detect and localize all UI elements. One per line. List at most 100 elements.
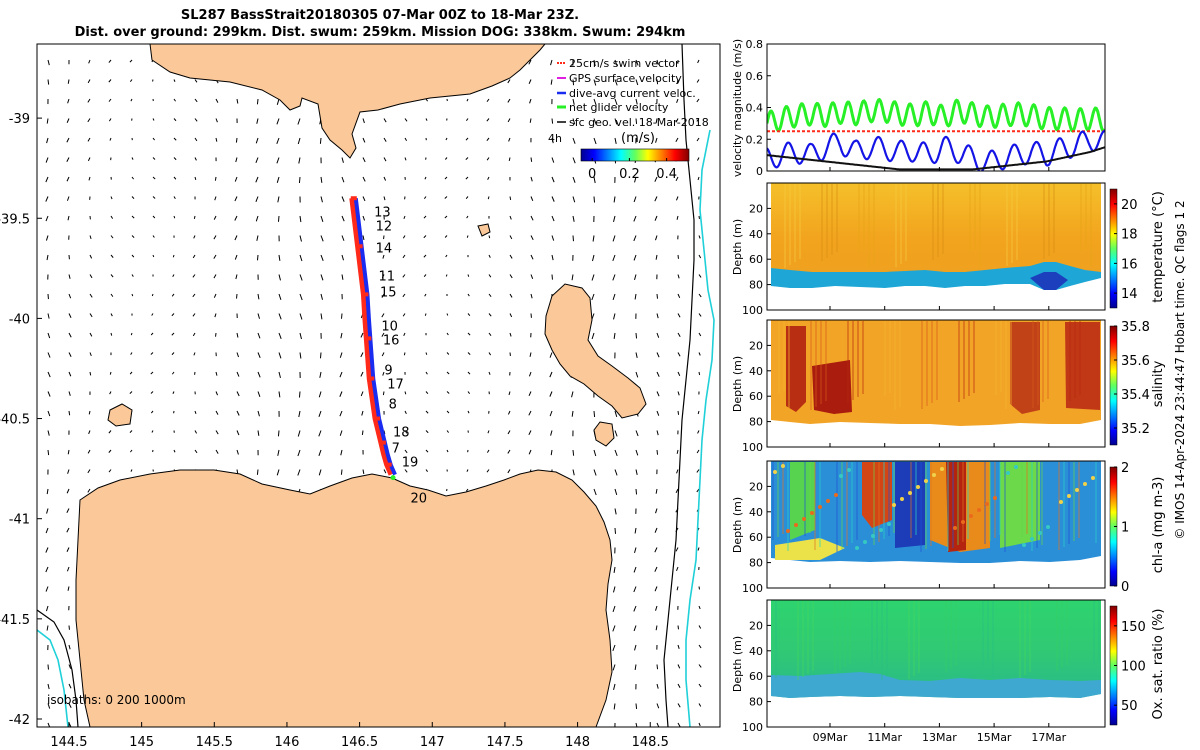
- colorbar-tick-label: 1: [1121, 521, 1129, 536]
- velocity-arrow: [530, 215, 534, 221]
- time-tick-label: 09Mar: [813, 731, 848, 744]
- velocity-arrow: [47, 430, 50, 436]
- velocity-arrow: [318, 449, 322, 456]
- velocity-arrow: [446, 352, 450, 355]
- velocity-arrow: [320, 313, 323, 320]
- velocity-arrow: [425, 391, 429, 395]
- map-x-tick-label: 144.5: [50, 735, 87, 750]
- velocity-arrow: [425, 118, 428, 121]
- velocity-arrow: [425, 98, 429, 102]
- velocity-arrow: [215, 430, 219, 435]
- velocity-arrow: [488, 293, 492, 297]
- chla-sample-dot: [1059, 500, 1063, 504]
- velocity-arrow: [508, 391, 511, 396]
- chla-sample-dot: [839, 474, 843, 478]
- chla-sample-dot: [1030, 537, 1034, 541]
- legend-dive-avg: dive-avg current veloc.: [569, 87, 696, 100]
- map-y-tick-label: -39.5: [0, 212, 30, 227]
- velocity-arrow: [152, 118, 155, 121]
- velocity-arrow: [613, 313, 616, 320]
- velocity-arrow: [151, 430, 154, 433]
- velocity-arrow: [213, 215, 217, 220]
- velocity-arrow: [507, 410, 511, 415]
- velocity-arrow: [213, 274, 217, 279]
- velocity-arrow: [656, 293, 659, 299]
- velocity-arrow: [278, 371, 281, 378]
- colorbar-tick-label: 14: [1121, 287, 1138, 302]
- velocity-arrow: [110, 332, 113, 336]
- track-blue-segment: [353, 197, 397, 476]
- velocity-arrow: [173, 157, 177, 161]
- track-marker: [368, 376, 375, 381]
- velocity-arrow: [675, 196, 679, 201]
- velocity-arrow: [446, 371, 450, 375]
- velocity-arrow: [68, 664, 72, 669]
- velocity-arrow: [613, 196, 616, 203]
- velocity-arrow: [572, 215, 575, 222]
- velocity-arrow: [277, 430, 280, 437]
- velocity-arrow: [612, 293, 616, 301]
- velocity-arrow: [425, 371, 428, 375]
- velocity-arrow: [507, 79, 511, 84]
- velocity-arrow: [572, 137, 576, 144]
- velocity-arrow: [467, 332, 471, 336]
- oxygen-bottom-layer: [771, 672, 1101, 698]
- velocity-arrow: [655, 508, 658, 514]
- velocity-arrow: [698, 722, 701, 727]
- chla-sample-dot: [1075, 488, 1079, 492]
- velocity-arrow: [257, 332, 261, 339]
- velocity-arrow: [698, 605, 701, 610]
- depth-tick-label: 80: [749, 696, 763, 709]
- velocity-arrow: [467, 352, 471, 356]
- velocity-arrow: [633, 625, 637, 632]
- velocity-panel: 0 0.2 0.4 0.6 0.8 velocity magnitude (m/s): [731, 38, 1106, 178]
- chart-title-line1: SL287 BassStrait20180305 07-Mar 00Z to 1…: [180, 8, 580, 23]
- day-label: 16: [383, 333, 400, 348]
- colorbar-tick-label: 35.8: [1121, 320, 1150, 335]
- velocity-arrow: [45, 527, 49, 534]
- velocity-arrow: [173, 176, 177, 180]
- velocity-arrow: [234, 176, 238, 182]
- velocity-arrow: [276, 469, 280, 476]
- velocity-arrow: [192, 293, 196, 298]
- velocity-arrow: [404, 449, 408, 454]
- velocity-arrow: [549, 371, 553, 378]
- map-x-tick-label: 147: [420, 735, 445, 750]
- velocity-arrow: [110, 274, 114, 278]
- chla-sample-dot: [863, 540, 867, 544]
- velocity-arrow: [675, 488, 679, 494]
- velocity-arrow: [572, 118, 576, 125]
- velocity-arrow: [340, 332, 343, 339]
- velocity-arrow: [46, 254, 49, 261]
- velocity-arrow: [654, 176, 658, 182]
- velocity-arrow: [129, 391, 133, 394]
- velocity-arrow: [45, 566, 49, 573]
- chla-sample-dot: [969, 514, 973, 518]
- velocity-arrow: [486, 118, 490, 122]
- velocity-arrow: [256, 98, 259, 105]
- velocity-arrow: [46, 137, 49, 144]
- velocity-arrow: [89, 371, 92, 376]
- land-king-island-tip: [107, 403, 133, 427]
- depth-tick-label: 20: [749, 339, 763, 352]
- velocity-arrow: [614, 527, 617, 534]
- track-end-marker: [390, 475, 396, 481]
- velocity-arrow: [110, 215, 114, 219]
- velocity-arrow: [614, 137, 617, 144]
- depth-tick-label: 40: [749, 365, 763, 378]
- velocity-arrow: [444, 235, 448, 238]
- velocity-arrow: [131, 176, 135, 180]
- velocity-arrow: [634, 644, 637, 651]
- land-cape-barren-island: [593, 421, 615, 447]
- velocity-arrow: [276, 98, 280, 105]
- velocity-arrow: [486, 449, 490, 453]
- day-label: 10: [381, 319, 398, 334]
- velocity-arrow: [550, 449, 553, 456]
- velocity-arrow: [698, 254, 702, 259]
- depth-tick-label: 100: [742, 441, 763, 454]
- velocity-arrow: [298, 157, 301, 164]
- velocity-arrow: [339, 352, 343, 358]
- chla-sample-dot: [916, 485, 920, 489]
- temperature-deep-cold: [1030, 272, 1068, 290]
